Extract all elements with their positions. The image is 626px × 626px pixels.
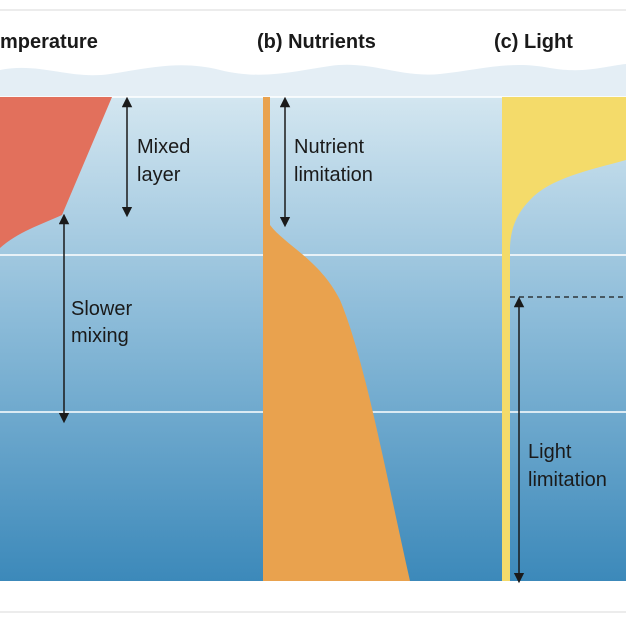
light-limitation-label-line2: limitation — [528, 469, 607, 491]
light-profile — [502, 97, 626, 581]
nutrient-limitation-label-line1: Nutrient — [294, 136, 364, 158]
light-limitation-label-line1: Light — [528, 441, 572, 463]
temperature-profile — [0, 97, 112, 248]
sea-surface-wave — [0, 64, 626, 97]
panel-c-title: (c) Light — [494, 31, 573, 53]
slower-mixing-label-line1: Slower — [71, 298, 132, 320]
mixed-layer-label-line1: Mixed — [137, 136, 190, 158]
nutrient-profile — [263, 97, 410, 581]
panel-a-title: mperature — [0, 31, 98, 53]
panel-b-title: (b) Nutrients — [257, 31, 376, 53]
nutrient-limitation-label-line2: limitation — [294, 164, 373, 186]
mixed-layer-label-line2: layer — [137, 164, 181, 186]
slower-mixing-label-line2: mixing — [71, 325, 129, 347]
